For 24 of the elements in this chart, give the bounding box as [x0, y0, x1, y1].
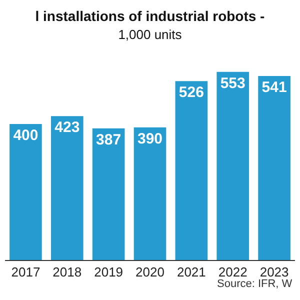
data-label: 541: [262, 78, 287, 96]
data-label: 553: [220, 74, 246, 92]
chart-subtitle: 1,000 units: [118, 27, 182, 42]
data-label: 390: [137, 130, 163, 148]
source-note: Source: IFR, W: [217, 278, 293, 290]
bar: [50, 116, 84, 260]
data-label: 423: [54, 119, 80, 136]
x-tick-label: 2023: [260, 264, 289, 280]
x-tick-label: 2019: [94, 264, 124, 280]
x-tick-label: 2022: [218, 264, 248, 280]
bar: [10, 124, 42, 260]
x-tick-label: 2020: [136, 264, 164, 280]
x-tick-label: 2017: [11, 264, 40, 280]
x-tick-label: 2018: [52, 264, 82, 280]
bar: [216, 72, 250, 260]
bar: [175, 81, 208, 260]
bar: [258, 76, 290, 260]
data-label: 387: [96, 131, 122, 148]
x-tick-label: 2021: [176, 264, 206, 280]
bar: [92, 128, 125, 260]
data-label: 400: [13, 126, 38, 144]
data-label: 526: [178, 84, 204, 102]
bar: [134, 127, 166, 260]
chart-title: l installations of industrial robots -: [35, 8, 266, 24]
